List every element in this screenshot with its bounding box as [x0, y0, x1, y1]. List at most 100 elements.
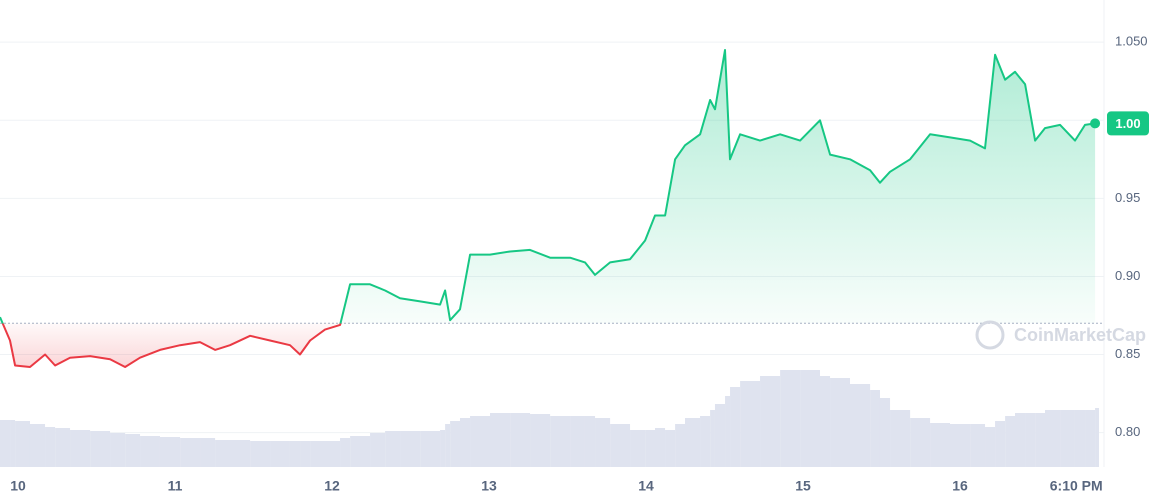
- y-tick-label: 0.85: [1115, 346, 1140, 361]
- volume-bar: [45, 427, 56, 467]
- volume-bar: [180, 438, 201, 467]
- x-tick-label: 15: [795, 478, 811, 494]
- x-tick-label: 6:10 PM: [1050, 478, 1103, 494]
- volume-bar: [879, 398, 891, 467]
- y-tick-label: 1.050: [1115, 34, 1148, 49]
- price-area: [0, 50, 1096, 367]
- volume-bar: [610, 424, 631, 467]
- volume-bar: [200, 438, 216, 467]
- volume-bar: [385, 431, 401, 467]
- volume-bar: [870, 390, 880, 467]
- volume-bar: [1035, 413, 1045, 467]
- volume-bar: [645, 430, 656, 467]
- volume-bar: [370, 433, 386, 467]
- volume-bar: [910, 418, 931, 467]
- y-tick-label: 0.80: [1115, 424, 1140, 439]
- x-tick-label: 14: [638, 478, 654, 494]
- volume-bar: [159, 437, 181, 467]
- volume-bar: [510, 413, 531, 467]
- volume-bar: [340, 438, 351, 467]
- volume-bar: [1005, 416, 1016, 467]
- volume-bar: [985, 427, 996, 467]
- volume-bar: [489, 413, 511, 467]
- volume-bar: [215, 440, 231, 467]
- volume-bar: [950, 424, 971, 467]
- volume-bar: [725, 396, 731, 467]
- volume-bar: [310, 441, 325, 467]
- x-tick-label: 11: [168, 478, 183, 494]
- volume-bar: [400, 431, 421, 467]
- volume-bar: [665, 430, 676, 467]
- volume-bar: [820, 376, 831, 467]
- volume-bar: [270, 441, 290, 467]
- watermark-text: CoinMarketCap: [1014, 325, 1146, 345]
- volume-bar: [450, 421, 461, 467]
- x-tick-label: 16: [952, 478, 968, 494]
- volume-bar: [584, 416, 596, 467]
- volume-bar: [1060, 410, 1075, 467]
- volume-bar: [930, 423, 951, 467]
- volume-bar: [250, 441, 271, 467]
- x-tick-label: 10: [10, 478, 26, 494]
- price-label: 1.00: [1115, 116, 1140, 131]
- volume-bar: [780, 370, 801, 467]
- volume-bar: [55, 428, 71, 467]
- volume-bar: [684, 418, 701, 467]
- last-point: [1090, 118, 1101, 129]
- volume-bar: [730, 387, 741, 467]
- volume-bar: [445, 424, 451, 467]
- y-tick-label: 0.95: [1115, 190, 1140, 205]
- volume-bar: [29, 424, 46, 467]
- volume-bar: [10, 420, 16, 467]
- volume-bar: [550, 416, 571, 467]
- volume-bar: [1025, 413, 1036, 467]
- volume-bar: [630, 430, 646, 467]
- watermark-logo: [975, 320, 1005, 350]
- volume-bar: [710, 410, 715, 467]
- volume-bar: [890, 410, 911, 467]
- volume-bar: [289, 441, 301, 467]
- volume-bar: [675, 424, 685, 467]
- volume-bar: [1015, 413, 1026, 467]
- volume-bar: [324, 441, 341, 467]
- volume-bar: [970, 424, 986, 467]
- volume-bar: [1085, 410, 1096, 467]
- volume-bar: [420, 431, 441, 467]
- volume-bar: [760, 376, 781, 467]
- volume-bar: [849, 384, 871, 467]
- volume-bar: [350, 436, 371, 467]
- volume-bar: [655, 428, 666, 467]
- watermark: CoinMarketCap: [975, 320, 1146, 350]
- x-tick-label: 12: [324, 478, 340, 494]
- volume-bar: [995, 421, 1006, 467]
- volume-bar: [90, 431, 111, 467]
- volume-bar: [1074, 410, 1086, 467]
- volume-bar: [595, 418, 611, 467]
- volume-bar: [1044, 410, 1061, 467]
- price-line: [0, 49, 1096, 368]
- volume-bar: [470, 416, 490, 467]
- volume-bar: [830, 378, 850, 467]
- volume-bar: [0, 420, 11, 467]
- volume-bar: [714, 404, 726, 467]
- volume-bar: [530, 414, 551, 467]
- volume-bar: [460, 418, 471, 467]
- volume-bar: [800, 370, 821, 467]
- volume-bar: [140, 436, 160, 467]
- volume-bar: [110, 433, 126, 467]
- x-tick-label: 13: [481, 478, 497, 494]
- volume-bar: [700, 416, 711, 467]
- volume-bar: [230, 440, 251, 467]
- price-badge: [1107, 111, 1149, 136]
- volume-bar: [740, 381, 761, 467]
- volume-bar: [300, 441, 311, 467]
- volume-bar: [1095, 408, 1099, 467]
- volume-bar: [70, 430, 91, 467]
- volume-bar: [125, 434, 141, 467]
- y-tick-label: 0.90: [1115, 268, 1140, 283]
- volume-bar: [570, 416, 585, 467]
- volume-bar: [440, 430, 446, 467]
- volume-bar: [15, 421, 30, 467]
